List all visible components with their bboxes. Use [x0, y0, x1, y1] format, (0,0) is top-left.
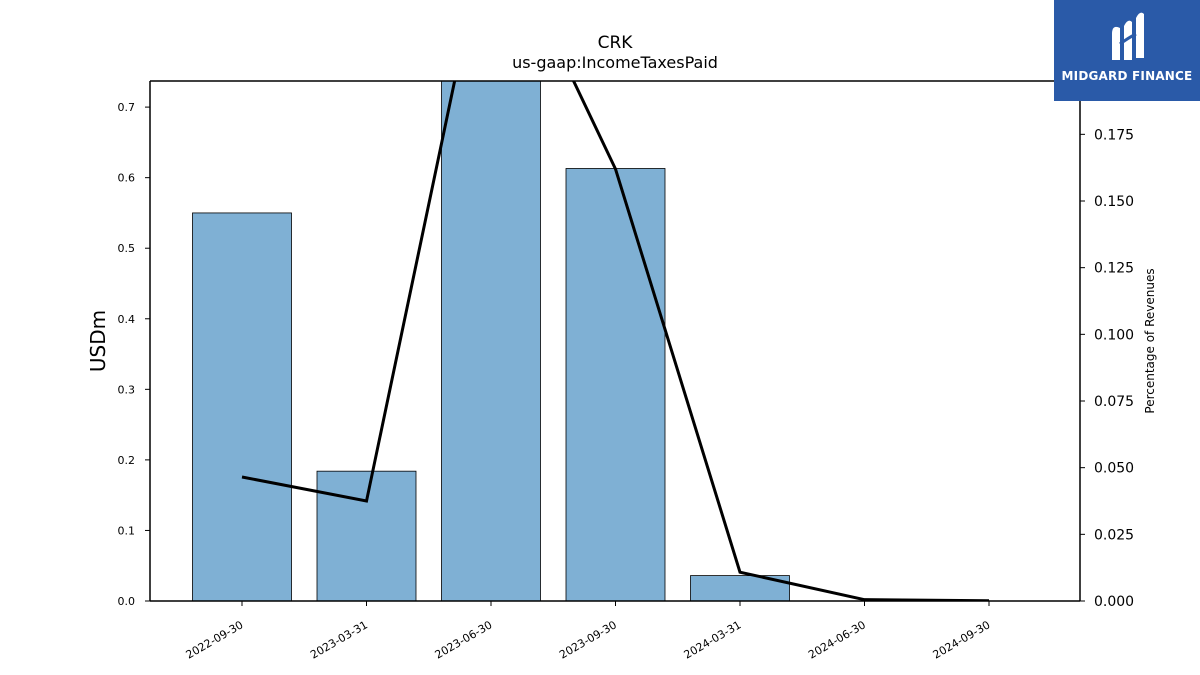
x-tick-label: 2023-03-31 [308, 618, 370, 661]
logo-text: MIDGARD FINANCE [1061, 69, 1193, 83]
x-tick-label: 2024-09-30 [931, 618, 993, 661]
x-tick-label: 2022-09-30 [184, 618, 246, 661]
y2-tick-label: 0.125 [1094, 261, 1134, 277]
y2-tick-label: 0.150 [1094, 194, 1134, 210]
y2-tick-label: 0.075 [1094, 394, 1134, 410]
y2-tick-label: 0.025 [1094, 527, 1134, 543]
y2-tick-label: 0.050 [1094, 461, 1134, 477]
x-tick-label: 2023-09-30 [557, 618, 619, 661]
y2-tick-label: 0.175 [1094, 127, 1134, 143]
x-tick-label: 2024-06-30 [806, 618, 868, 661]
percentage-line [241, 81, 990, 601]
x-tick-label: 2023-06-30 [433, 618, 495, 661]
y-tick-label: 0.0 [118, 595, 136, 608]
midgard-finance-logo: MIDGARD FINANCE [1054, 0, 1200, 101]
y-tick-label: 0.5 [118, 242, 136, 255]
bar-2023-03-31 [316, 470, 417, 601]
bar-group [192, 81, 790, 601]
chart-title: CRK [598, 33, 634, 53]
y-tick-label: 0.4 [118, 313, 136, 326]
y-tick-label: 0.6 [118, 172, 136, 185]
y2-axis-label: Percentage of Revenues [1143, 268, 1157, 413]
x-tick-label: 2024-03-31 [682, 618, 744, 661]
line-group [241, 81, 990, 601]
y-axis-label: USDm [86, 310, 110, 372]
chart-subtitle: us-gaap:IncomeTaxesPaid [512, 53, 718, 72]
bar-2023-06-30 [441, 81, 541, 601]
bar-2023-09-30 [565, 168, 666, 601]
y-tick-label: 0.7 [118, 101, 136, 114]
y-tick-label: 0.2 [118, 454, 136, 467]
y-tick-label: 0.3 [118, 383, 136, 396]
y2-tick-label: 0.000 [1094, 594, 1134, 610]
y2-tick-label: 0.100 [1094, 327, 1134, 343]
y-tick-label: 0.1 [118, 524, 136, 537]
bar-2022-09-30 [192, 212, 292, 601]
logo-mark-icon [1112, 12, 1144, 61]
